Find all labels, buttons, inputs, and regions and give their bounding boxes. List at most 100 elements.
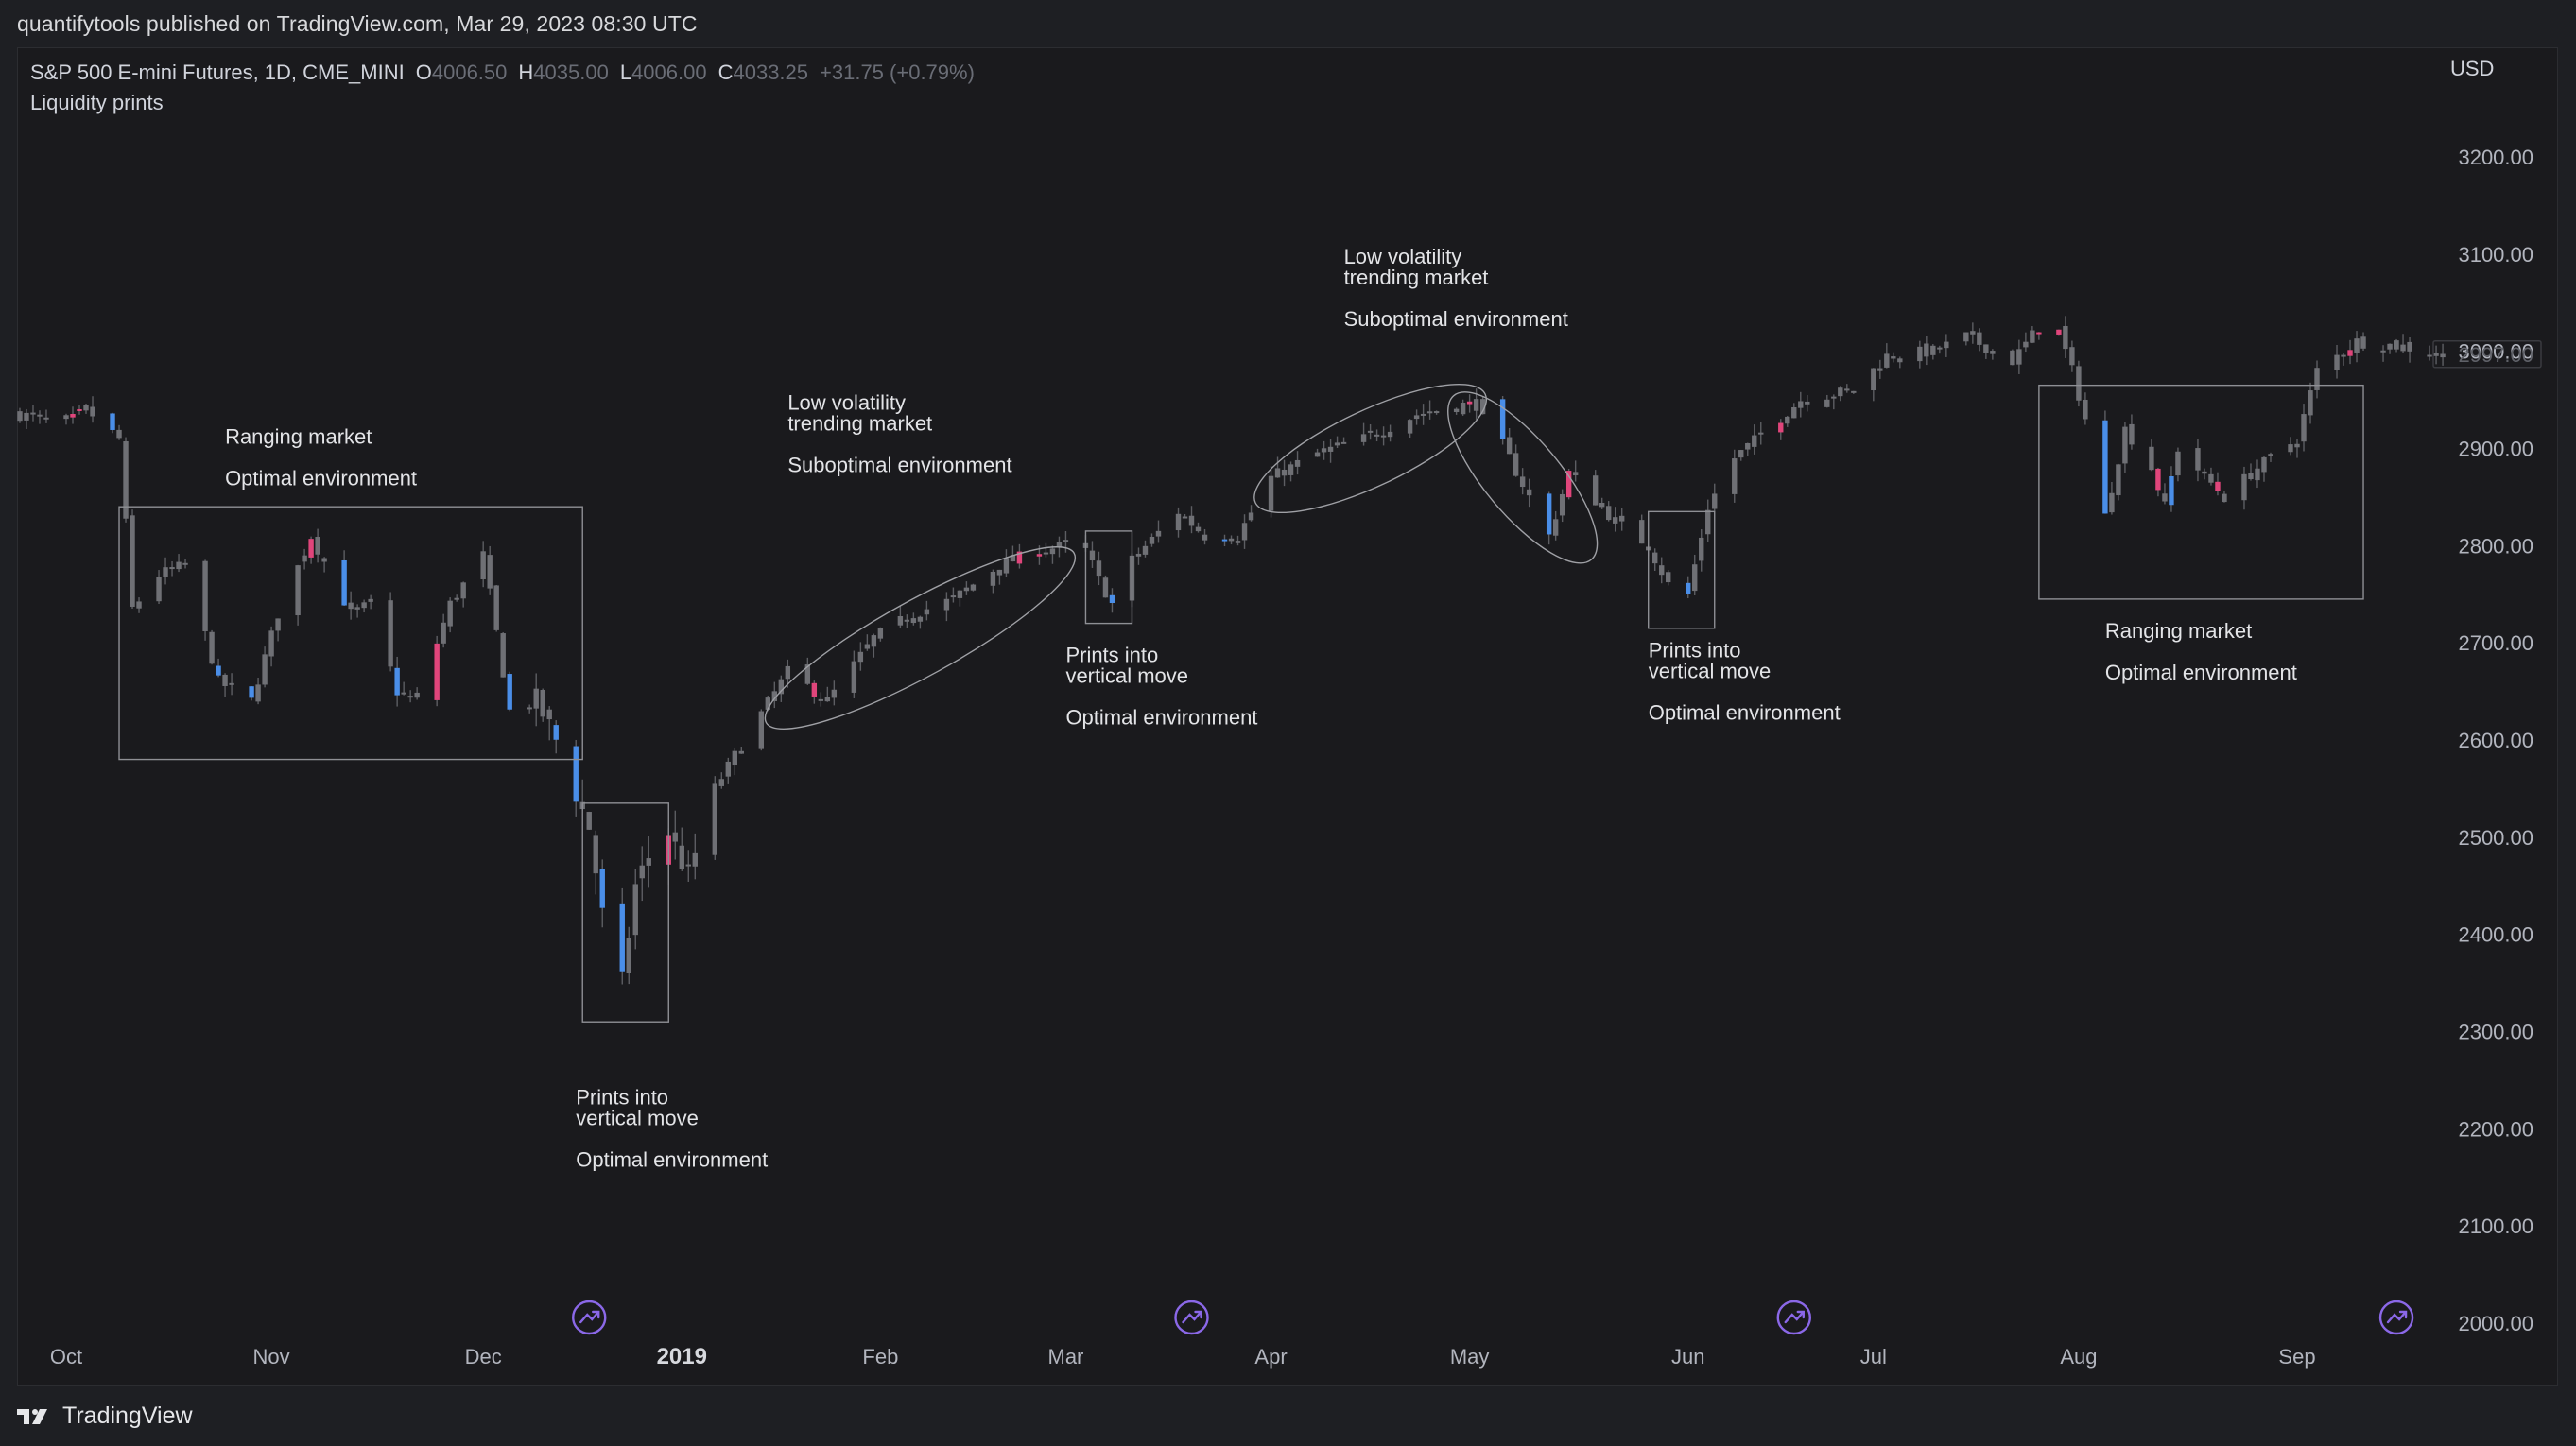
price-axis-label: 3200.00 xyxy=(2458,146,2533,169)
event-marker-icon[interactable] xyxy=(1174,1300,1209,1335)
candle-body xyxy=(182,562,188,565)
candle xyxy=(308,536,314,564)
candle-body xyxy=(315,537,320,555)
event-marker-glyph xyxy=(2386,1311,2407,1324)
candle xyxy=(2341,353,2346,366)
candle xyxy=(2360,332,2366,351)
price-axis-label: 2600.00 xyxy=(2458,729,2533,752)
candle-body xyxy=(1652,552,1658,564)
candle xyxy=(818,692,824,707)
candle-body xyxy=(2334,354,2340,370)
candle-body xyxy=(1466,401,1473,405)
candle xyxy=(917,615,924,629)
candle xyxy=(692,833,698,880)
event-marker-arrow xyxy=(1194,1310,1202,1319)
candle-body xyxy=(447,600,453,627)
candle-body xyxy=(910,618,917,624)
candle xyxy=(2308,382,2313,424)
candle-body xyxy=(1321,448,1327,453)
price-axis-label: 2700.00 xyxy=(2458,631,2533,655)
annotation-box[interactable] xyxy=(1084,530,1133,625)
candle xyxy=(2268,452,2273,462)
candle xyxy=(857,642,864,671)
candle-body xyxy=(262,654,268,685)
annotation-box[interactable] xyxy=(581,802,669,1023)
candle-body xyxy=(1824,399,1830,407)
candle xyxy=(963,581,970,595)
brand-label: TradingView xyxy=(62,1403,193,1429)
candle-body xyxy=(1175,513,1182,531)
candle-body xyxy=(156,577,162,602)
candle-body xyxy=(2149,446,2154,471)
date-axis-label: Mar xyxy=(1048,1345,1084,1369)
candle xyxy=(1175,507,1182,538)
candle xyxy=(83,404,89,414)
date-axis-label: Nov xyxy=(253,1345,290,1369)
candle-body xyxy=(216,665,221,676)
candle-body xyxy=(2301,414,2307,442)
annotation-box[interactable] xyxy=(118,506,583,761)
publish-header: quantifytools published on TradingView.c… xyxy=(17,11,698,36)
candle-body xyxy=(1752,435,1757,447)
candle xyxy=(758,709,765,751)
annotation-ellipse[interactable] xyxy=(1425,371,1620,584)
candle-body xyxy=(2241,473,2247,501)
candle xyxy=(2036,332,2042,340)
candle-body xyxy=(308,539,314,558)
candle-body xyxy=(1003,558,1010,574)
event-marker-icon[interactable] xyxy=(1776,1300,1811,1335)
candle xyxy=(1752,424,1757,455)
symbol-title[interactable]: S&P 500 E-mini Futures, 1D, CME_MINI xyxy=(30,60,405,84)
date-axis-label: Apr xyxy=(1254,1345,1287,1369)
candle-body xyxy=(1871,368,1876,391)
annotation-box[interactable] xyxy=(2038,384,2364,600)
currency-label[interactable]: USD xyxy=(2450,57,2495,80)
candle xyxy=(493,584,499,632)
candle xyxy=(1248,505,1254,522)
candle-body xyxy=(1592,475,1599,506)
candle-body xyxy=(1559,493,1565,516)
candle xyxy=(1466,394,1473,413)
candle xyxy=(2202,468,2207,480)
candle-body xyxy=(2162,493,2168,502)
chart-frame[interactable] xyxy=(17,47,2558,1386)
candle xyxy=(2387,343,2393,354)
annotation-box[interactable] xyxy=(1648,510,1716,629)
date-axis-label: Oct xyxy=(50,1345,82,1369)
candle xyxy=(1142,540,1149,558)
candle-body xyxy=(1738,450,1744,458)
candle xyxy=(1155,520,1162,543)
candle xyxy=(361,599,367,613)
candle-body xyxy=(255,684,261,702)
candle-body xyxy=(1572,472,1579,476)
candle-body xyxy=(17,411,23,422)
candle-body xyxy=(1016,551,1023,564)
candle-body xyxy=(1479,399,1486,415)
candle xyxy=(2407,336,2412,363)
candle-body xyxy=(1659,565,1665,576)
candle-body xyxy=(2036,332,2042,335)
candle xyxy=(2169,466,2174,512)
footer-brand[interactable]: TradingView xyxy=(17,1403,193,1430)
candle-body xyxy=(1135,553,1142,557)
candle xyxy=(1552,510,1559,541)
annotation-ellipse[interactable] xyxy=(1239,360,1501,537)
candle-body xyxy=(2341,354,2346,357)
candle-body xyxy=(1692,564,1698,592)
candle-body xyxy=(573,746,579,802)
candle xyxy=(295,564,301,626)
event-marker-arrow xyxy=(1796,1310,1805,1319)
candle xyxy=(540,688,545,722)
candle-body xyxy=(222,674,228,686)
event-marker-icon[interactable] xyxy=(572,1300,607,1335)
event-marker-icon[interactable] xyxy=(2378,1300,2414,1335)
price-axis-label: 3000.00 xyxy=(2458,340,2533,364)
candle xyxy=(546,706,552,741)
candle-body xyxy=(500,633,506,678)
candle xyxy=(2102,410,2108,514)
indicator-title[interactable]: Liquidity prints xyxy=(30,91,164,114)
price-axis-label: 2000.00 xyxy=(2458,1312,2533,1335)
candle-body xyxy=(950,595,957,598)
annotation-ellipse[interactable] xyxy=(748,520,1092,755)
